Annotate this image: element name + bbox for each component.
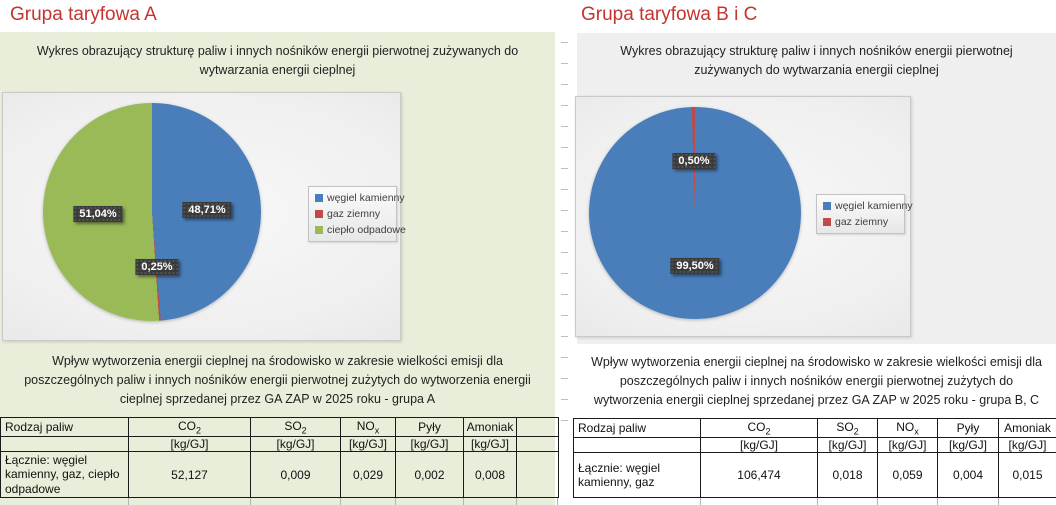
legend-swatch-red (315, 210, 323, 218)
legend-swatch-blue (315, 194, 323, 202)
gridline-stub (817, 498, 818, 505)
value-cell: 0,015 (998, 452, 1056, 498)
unit-cell: [kg/GJ] (998, 437, 1056, 453)
col-header: CO2 (128, 417, 251, 437)
gridline-stub (250, 498, 251, 505)
panel-a-chart-description: Wykres obrazujący strukturę paliw i inny… (36, 44, 519, 77)
spacer-cell (516, 451, 559, 498)
table-row: Łącznie: węgiel kamienny, gaz, ciepło od… (0, 451, 559, 498)
value-cell: 0,004 (937, 452, 999, 498)
value-cell: 0,008 (463, 451, 517, 498)
pie-chart-a: 48,71% 0,25% 51,04% węgiel kamienny gaz … (2, 92, 406, 341)
col-header: CO2 (700, 418, 818, 438)
pie-b-label-wegiel: 99,50% (670, 258, 720, 274)
legend-swatch-blue (823, 202, 831, 210)
col-header: Rodzaj paliw (0, 417, 129, 437)
table-row: [kg/GJ] [kg/GJ] [kg/GJ] [kg/GJ] [kg/GJ] (573, 437, 1056, 453)
value-cell: 106,474 (700, 452, 818, 498)
value-cell: 0,018 (817, 452, 878, 498)
legend-item: gaz ziemny (823, 216, 898, 228)
fuel-row-label: Łącznie: węgiel kamienny, gaz, ciepło od… (0, 451, 129, 498)
unit-cell (0, 436, 129, 452)
gridline-stub (998, 498, 999, 505)
col-header: Pyły (937, 418, 999, 438)
pie-a-label-gaz: 0,25% (135, 259, 179, 275)
col-header: NOx (340, 417, 396, 437)
col-header: SO2 (817, 418, 878, 438)
unit-cell: [kg/GJ] (340, 436, 396, 452)
gridline-stub (463, 498, 464, 505)
gridline-stub (700, 498, 701, 505)
value-cell: 0,059 (877, 452, 938, 498)
table-row: Rodzaj paliw CO2 SO2 NOx Pyły Amoniak (573, 418, 1056, 438)
gridline-stub (557, 498, 558, 505)
pie-b-label-gaz: 0,50% (672, 153, 716, 169)
panel-a-impact-description: Wpływ wytworzenia energii cieplnej na śr… (24, 353, 531, 406)
pie-b-legend: węgiel kamienny gaz ziemny (816, 194, 913, 234)
table-row: Rodzaj paliw CO2 SO2 NOx Pyły Amoniak (0, 417, 559, 437)
panel-b-title: Grupa taryfowa B i C (581, 4, 758, 25)
unit-cell: [kg/GJ] (877, 437, 938, 453)
value-cell: 52,127 (128, 451, 251, 498)
gridline-dashes (561, 42, 568, 434)
legend-label: ciepło odpadowe (327, 224, 406, 236)
unit-cell: [kg/GJ] (463, 436, 517, 452)
emissions-table-b: Rodzaj paliw CO2 SO2 NOx Pyły Amoniak [k… (573, 418, 1056, 498)
col-header: Pyły (395, 417, 464, 437)
pie-a-label-cieplo: 51,04% (73, 206, 123, 222)
spacer-cell (516, 417, 559, 437)
value-cell: 0,002 (395, 451, 464, 498)
spacer-cell (516, 436, 559, 452)
fuel-row-label: Łącznie: węgiel kamienny, gaz (573, 452, 701, 498)
value-cell: 0,009 (250, 451, 341, 498)
gridline-stub (128, 498, 129, 505)
pie-b (589, 107, 801, 319)
panel-b-impact-description: Wpływ wytworzenia energii cieplnej na śr… (591, 354, 1042, 407)
gridline-stub (516, 498, 517, 505)
gridline-stub (340, 498, 341, 505)
col-header: SO2 (250, 417, 341, 437)
table-row: [kg/GJ] [kg/GJ] [kg/GJ] [kg/GJ] [kg/GJ] (0, 436, 559, 452)
legend-item: gaz ziemny (315, 208, 390, 220)
pie-a-label-wegiel: 48,71% (182, 202, 232, 218)
legend-label: węgiel kamienny (327, 192, 405, 204)
col-header: NOx (877, 418, 938, 438)
unit-cell: [kg/GJ] (937, 437, 999, 453)
unit-cell: [kg/GJ] (817, 437, 878, 453)
unit-cell (573, 437, 701, 453)
unit-cell: [kg/GJ] (395, 436, 464, 452)
gridline-stub (395, 498, 396, 505)
gridline-stub (877, 498, 878, 505)
unit-cell: [kg/GJ] (250, 436, 341, 452)
panel-a-title: Grupa taryfowa A (10, 4, 157, 25)
pie-chart-b: 0,50% 99,50% węgiel kamienny gaz ziemny (575, 96, 913, 337)
emissions-table-a: Rodzaj paliw CO2 SO2 NOx Pyły Amoniak [k… (0, 417, 559, 498)
unit-cell: [kg/GJ] (128, 436, 251, 452)
col-header: Amoniak (463, 417, 517, 437)
legend-label: gaz ziemny (327, 208, 381, 220)
legend-swatch-green (315, 226, 323, 234)
panel-b-chart-description: Wykres obrazujący strukturę paliw i inny… (620, 43, 1013, 77)
legend-swatch-red (823, 218, 831, 226)
col-header: Rodzaj paliw (573, 418, 701, 438)
value-cell: 0,029 (340, 451, 396, 498)
pie-a-legend: węgiel kamienny gaz ziemny ciepło odpado… (308, 186, 406, 242)
legend-item: ciepło odpadowe (315, 224, 406, 236)
legend-label: gaz ziemny (835, 216, 889, 228)
legend-item: węgiel kamienny (315, 192, 405, 204)
legend-item: węgiel kamienny (823, 200, 913, 212)
unit-cell: [kg/GJ] (700, 437, 818, 453)
col-header: Amoniak (998, 418, 1056, 438)
legend-label: węgiel kamienny (835, 200, 913, 212)
table-row: Łącznie: węgiel kamienny, gaz 106,474 0,… (573, 452, 1056, 498)
gridline-stub (937, 498, 938, 505)
